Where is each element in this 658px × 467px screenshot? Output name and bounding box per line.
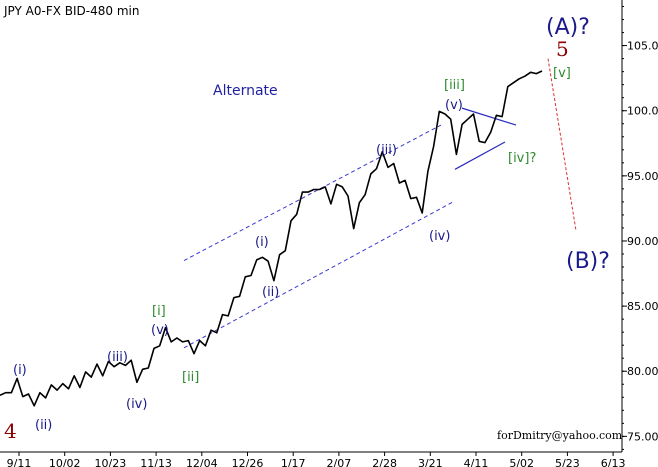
x-tick-label: 9/11 <box>7 457 32 467</box>
y-tick-label: 105.00 <box>627 40 658 53</box>
wave-iv-label: (iv) <box>126 397 147 412</box>
trend-channel <box>183 58 577 349</box>
x-tick-label: 2/07 <box>327 457 352 467</box>
wave-i-green-label: [i] <box>152 304 166 319</box>
x-tick-label: 12/26 <box>232 457 264 467</box>
triangle-lower-line <box>454 141 506 170</box>
price-series <box>0 70 543 407</box>
y-tick-label: 80.00 <box>627 365 658 378</box>
wave-i-second-label: (i) <box>255 235 269 250</box>
alternate-label: Alternate <box>213 83 278 99</box>
y-tick-label: 75.00 <box>627 430 658 443</box>
wave-iv-green-label: [iv]? <box>508 151 536 166</box>
wave-iv-second-label: (iv) <box>429 229 450 244</box>
wave-iii-label: (iii) <box>107 350 128 365</box>
wave-A-label: (A)? <box>546 15 590 40</box>
x-tick-label: 1/17 <box>281 457 306 467</box>
wave-4-label: 4 <box>4 419 17 443</box>
x-tick-label: 5/02 <box>509 457 534 467</box>
x-tick-label: 4/11 <box>464 457 489 467</box>
x-tick-label: 12/04 <box>186 457 218 467</box>
channel-lower-line <box>183 201 454 349</box>
wave-B-label: (B)? <box>566 249 610 274</box>
projection-line <box>547 58 577 231</box>
price-line <box>0 70 543 407</box>
wave-labels: 4 5(A)? (B)? (i) (ii) (iii) (iv) (v) [i] [ii] (i) (… <box>4 15 610 443</box>
wave-ii-second-label: (ii) <box>262 285 279 300</box>
x-tick-label: 10/02 <box>49 457 81 467</box>
x-tick-label: 5/23 <box>555 457 580 467</box>
wave-v-second-label: (v) <box>445 98 463 113</box>
wave-i-label: (i) <box>13 363 27 378</box>
y-axis: 75.00 80.00 85.00 90.00 95.00 100.00 105.00 <box>622 6 658 450</box>
y-tick-label: 95.00 <box>627 170 658 183</box>
wave-5-label: 5 <box>556 37 569 61</box>
triangle-upper-line <box>461 107 517 126</box>
y-tick-label: 90.00 <box>627 235 658 248</box>
x-tick-label: 10/23 <box>95 457 127 467</box>
wave-v-green-label: [v] <box>553 66 571 81</box>
x-tick-label: 2/28 <box>372 457 397 467</box>
wave-ii-label: (ii) <box>35 418 52 433</box>
credit-label: forDmitry@yahoo.com <box>497 429 623 442</box>
x-axis: 9/11 10/02 10/23 11/13 12/04 12/26 1/17 2/07 2/2… <box>7 452 626 467</box>
x-tick-label: 3/21 <box>418 457 443 467</box>
wave-ii-green-label: [ii] <box>182 370 199 385</box>
wave-iii-second-label: (iii) <box>376 143 397 158</box>
plot-frame <box>0 0 623 453</box>
wave-v-label: (v) <box>151 323 169 338</box>
y-tick-label: 100.00 <box>627 105 658 118</box>
y-tick-label: 85.00 <box>627 300 658 313</box>
wave-iii-green-label: [iii] <box>444 78 465 93</box>
chart-title: JPY A0-FX BID-480 min <box>3 4 139 18</box>
x-tick-label: 11/13 <box>140 457 172 467</box>
x-tick-label: 6/13 <box>601 457 626 467</box>
